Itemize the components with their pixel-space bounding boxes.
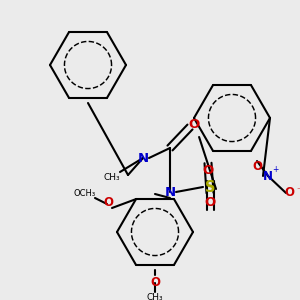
Text: N: N <box>164 185 175 199</box>
Text: O: O <box>252 160 262 172</box>
Text: OCH₃: OCH₃ <box>74 190 96 199</box>
Text: O: O <box>204 196 216 208</box>
Text: O: O <box>188 118 200 131</box>
Text: CH₃: CH₃ <box>147 293 163 300</box>
Text: O: O <box>202 164 214 178</box>
Text: CH₃: CH₃ <box>104 173 120 182</box>
Text: S: S <box>205 179 215 194</box>
Text: N: N <box>263 169 273 182</box>
Text: N: N <box>137 152 148 164</box>
Text: ⁻: ⁻ <box>297 187 300 196</box>
Text: O: O <box>150 275 160 289</box>
Text: O: O <box>284 187 294 200</box>
Text: O: O <box>103 196 113 209</box>
Text: +: + <box>272 166 278 175</box>
